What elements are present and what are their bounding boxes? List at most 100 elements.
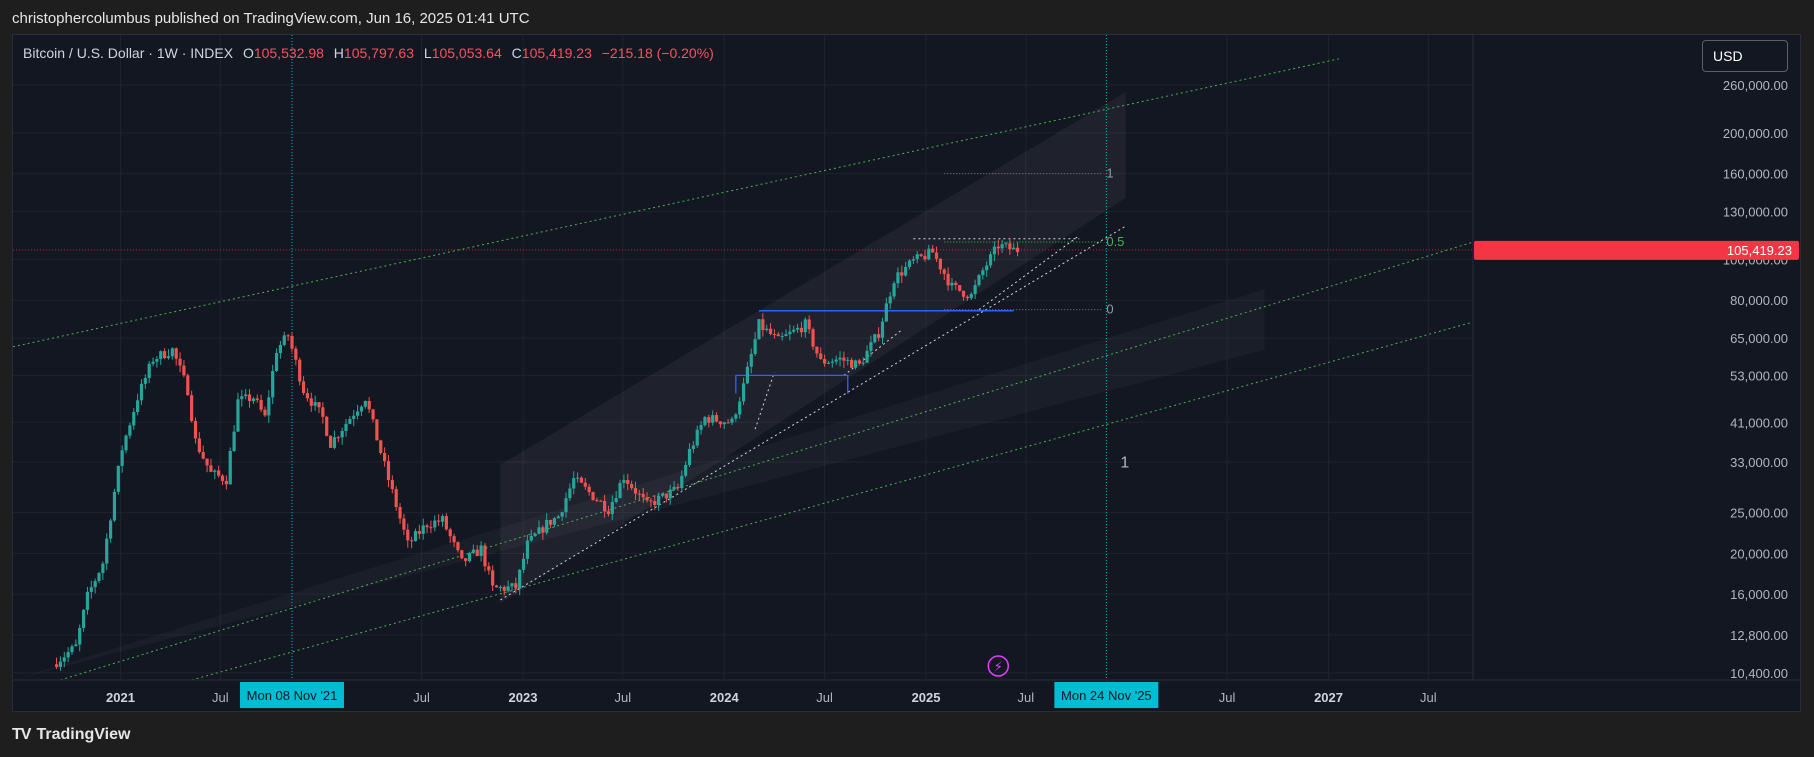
price-tick-label: 20,000.00	[1730, 546, 1788, 561]
candle-body	[244, 394, 248, 397]
trend-line-support	[500, 225, 1126, 601]
candle-body	[66, 652, 70, 658]
candle-body	[456, 542, 460, 551]
candle-body	[166, 356, 171, 359]
candle-body	[521, 558, 526, 570]
candle-body	[228, 450, 232, 485]
candle-body	[62, 657, 66, 662]
candle-body	[695, 429, 699, 446]
price-tick-label: 260,000.00	[1723, 78, 1788, 93]
candle-body	[74, 644, 78, 647]
candle-body	[413, 531, 418, 542]
candle-body	[583, 482, 587, 487]
candle-body	[942, 269, 946, 274]
candle-body	[274, 353, 279, 372]
tradingview-logo[interactable]: TV TradingView	[12, 726, 130, 744]
candle-body	[992, 246, 997, 255]
candle-body	[988, 254, 993, 266]
candle-body	[985, 265, 989, 271]
candle-body	[931, 248, 935, 253]
candle-body	[290, 335, 294, 349]
candle-body	[220, 475, 225, 481]
candle-body	[417, 531, 421, 534]
price-tick-label: 16,000.00	[1730, 587, 1788, 602]
candle-body	[240, 396, 244, 400]
time-tick-label: 2023	[509, 690, 538, 705]
candle-body	[101, 563, 105, 574]
tradingview-logo-icon: TV	[12, 726, 31, 743]
candle-body	[437, 520, 441, 522]
currency-button[interactable]: USD	[1702, 40, 1788, 72]
candle-body	[811, 329, 815, 347]
chart-pane[interactable]: 1 0.5 0 1 10,400.00 12,800.00 16,000.00 20,000.…	[12, 34, 1801, 712]
candle-body	[224, 480, 228, 485]
candle-body	[591, 492, 595, 501]
candle-body	[58, 661, 63, 667]
candle-body	[1000, 244, 1004, 249]
candle-body	[298, 359, 302, 382]
candle-body	[545, 519, 549, 533]
open-label: O	[242, 45, 254, 61]
candle-body	[460, 550, 464, 559]
price-chart[interactable]: 1 0.5 0 1 10,400.00 12,800.00 16,000.00 20,000.…	[13, 35, 1800, 711]
candle-body	[410, 540, 414, 542]
candle-body	[120, 450, 124, 466]
candle-body	[745, 366, 750, 384]
candle-body	[842, 357, 846, 361]
time-tick-label: Jul	[1219, 690, 1236, 705]
candle-body	[479, 545, 483, 556]
lightning-icon: ⚡	[987, 655, 1010, 677]
candle-body	[741, 383, 746, 402]
candle-body	[286, 335, 290, 337]
candle-body	[626, 479, 630, 484]
candle-body	[572, 478, 576, 489]
candle-body	[907, 260, 912, 267]
candle-body	[541, 527, 545, 533]
candle-body	[147, 363, 151, 378]
candle-body	[923, 255, 927, 260]
candle-body	[610, 501, 614, 515]
candle-body	[271, 371, 275, 398]
candle-body	[896, 272, 900, 284]
candle-body	[78, 627, 82, 645]
candle-body	[707, 417, 711, 423]
candle-body	[425, 525, 429, 528]
candle-body	[568, 488, 572, 499]
candle-body	[838, 357, 842, 360]
candle-body	[846, 359, 850, 361]
candle-body	[70, 646, 74, 653]
candle-body	[734, 414, 738, 419]
trend-line-short-2	[843, 329, 903, 376]
candle-body	[904, 266, 908, 276]
candle-body	[514, 583, 518, 589]
candle-body	[653, 501, 657, 506]
candle-body	[89, 587, 93, 592]
candle-body	[278, 344, 283, 354]
candle-body	[657, 495, 661, 506]
candle-body	[687, 448, 692, 465]
time-tick-label: Jul	[212, 690, 229, 705]
candle-body	[888, 296, 892, 304]
candle-body	[193, 420, 198, 439]
candle-body	[622, 479, 626, 483]
candle-body	[232, 431, 236, 451]
candle-body	[155, 358, 159, 362]
candle-body	[332, 437, 337, 448]
candle-body	[599, 500, 603, 502]
candle-body	[54, 664, 59, 667]
candle-body	[618, 482, 622, 499]
candle-body	[718, 421, 722, 425]
candle-body	[491, 570, 495, 586]
trend-line-short-3	[978, 235, 1080, 310]
candle-body	[587, 486, 591, 493]
close-label: C	[511, 45, 522, 61]
low-label: L	[423, 45, 432, 61]
candle-body	[402, 518, 406, 530]
symbol-legend: Bitcoin / U.S. Dollar · 1W · INDEX O105,…	[23, 45, 714, 61]
candle-body	[328, 435, 333, 448]
fib-level-label: 0	[1106, 302, 1113, 317]
candle-body	[159, 351, 163, 359]
high-value: 105,797.63	[343, 45, 414, 61]
candle-body	[81, 609, 86, 628]
candle-body	[163, 351, 167, 359]
